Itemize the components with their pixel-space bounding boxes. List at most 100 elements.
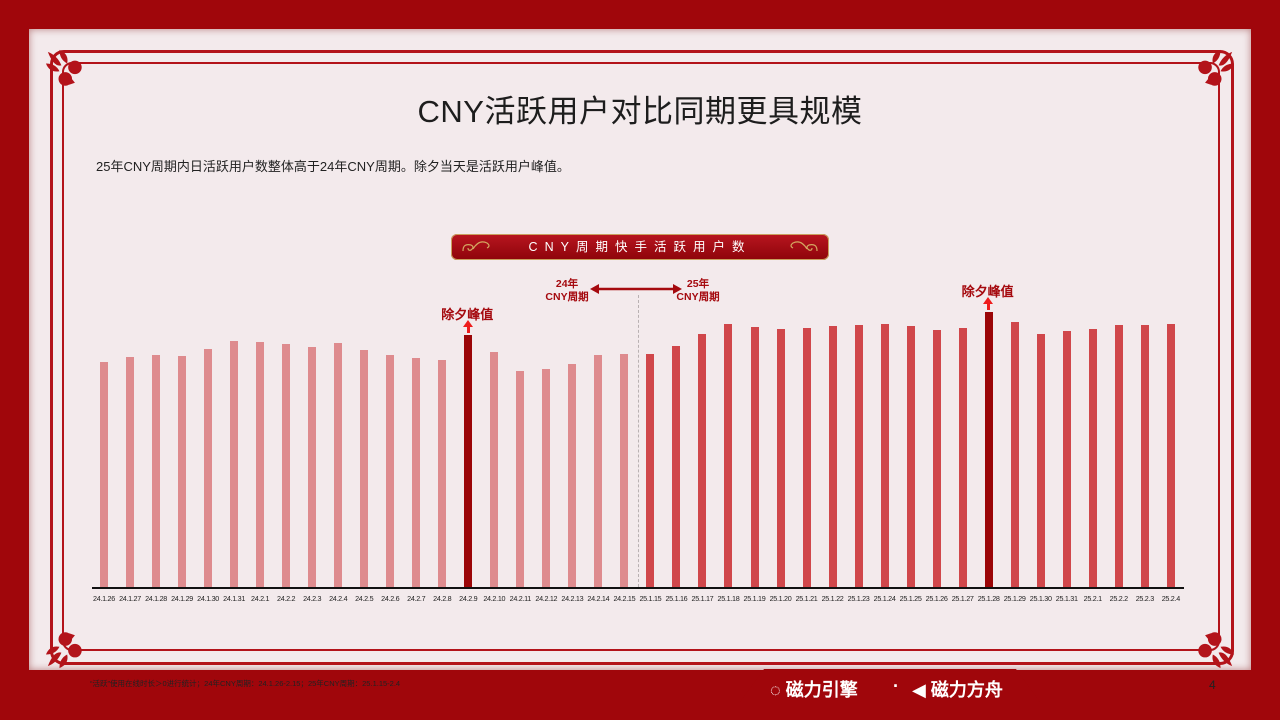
bar-24.2.8 — [438, 360, 447, 587]
x-axis-line — [92, 587, 1184, 589]
x-tick-label: 24.2.6 — [381, 594, 400, 603]
x-tick-label: 24.2.11 — [509, 594, 532, 603]
x-tick-label: 25.1.17 — [691, 594, 714, 603]
x-tick-label: 24.2.9 — [459, 594, 478, 603]
bar-24.1.26 — [100, 362, 108, 587]
bar-25.1.28 — [984, 312, 993, 587]
x-tick-label: 24.2.7 — [407, 594, 426, 603]
bar-24.2.4 — [334, 343, 343, 587]
x-tick-label: 24.2.14 — [587, 594, 610, 603]
x-tick-label: 25.1.20 — [769, 594, 792, 603]
corner-ornament-icon — [45, 632, 82, 669]
x-tick-label: 25.2.3 — [1135, 594, 1154, 603]
bar-24.2.14 — [594, 355, 603, 587]
bar-25.2.4 — [1166, 324, 1175, 587]
bar-25.1.19 — [750, 327, 759, 587]
bar-24.2.2 — [282, 344, 291, 587]
logo-cili-engine: ◌ 磁力引擎 — [770, 676, 858, 702]
bar-25.1.20 — [776, 329, 785, 587]
peak-arrow-icon — [983, 297, 994, 310]
swirl-ornament-icon — [790, 241, 818, 252]
corner-ornament-icon — [1198, 632, 1235, 669]
page-title: CNY活跃用户对比同期更具规模 — [417, 94, 863, 129]
x-tick-label: 24.2.10 — [483, 594, 506, 603]
x-tick-label: 24.1.30 — [197, 594, 220, 603]
logo-right-text: 磁力方舟 — [930, 680, 1003, 700]
bar-25.1.24 — [880, 324, 889, 587]
bar-24.2.9 — [464, 335, 473, 587]
x-tick-label: 24.1.29 — [171, 594, 193, 603]
bar-25.2.1 — [1088, 329, 1097, 587]
x-tick-label: 25.1.30 — [1029, 594, 1052, 603]
bar-25.1.26 — [932, 330, 941, 587]
x-tick-label: 25.1.18 — [717, 594, 740, 603]
cycle-2024-year: 24年 — [555, 278, 579, 290]
x-tick-label: 24.1.26 — [93, 594, 115, 603]
x-tick-label: 24.2.1 — [251, 594, 270, 603]
x-tick-label: 25.1.29 — [1003, 594, 1026, 603]
cycle-2025-label: 25年 CNY周期 — [671, 278, 725, 304]
decorative-frame-inner — [62, 62, 1220, 651]
bar-24.2.7 — [412, 358, 421, 587]
x-tick-label: 25.1.22 — [821, 594, 844, 603]
corner-ornament-icon — [1198, 49, 1235, 86]
x-tick-label: 25.1.26 — [925, 594, 948, 603]
peak-label: 除夕峰值 — [441, 307, 494, 322]
bar-25.2.3 — [1140, 325, 1149, 587]
x-tick-label: 25.1.24 — [873, 594, 896, 603]
x-tick-label: 25.2.2 — [1109, 594, 1128, 603]
x-tick-label: 25.1.27 — [951, 594, 974, 603]
x-tick-label: 25.1.21 — [795, 594, 818, 603]
bar-25.1.22 — [828, 326, 837, 587]
bar-24.2.1 — [256, 342, 265, 587]
x-tick-label: 25.1.31 — [1055, 594, 1078, 603]
bar-24.1.27 — [126, 357, 135, 587]
x-tick-label: 24.1.31 — [223, 594, 246, 603]
x-tick-label: 24.2.4 — [329, 594, 348, 603]
x-tick-label: 24.1.28 — [145, 594, 167, 603]
cycle-2024-label: 24年 CNY周期 — [540, 278, 594, 304]
double-arrow-icon — [590, 284, 682, 294]
cili-fangzhou-icon: ◀ — [912, 680, 926, 700]
bar-25.1.27 — [958, 328, 967, 587]
x-tick-label: 24.2.12 — [535, 594, 558, 603]
chart-title-banner: CNY周期快手活跃用户数 — [451, 234, 829, 260]
x-tick-label: 24.2.3 — [303, 594, 322, 603]
bar-24.2.13 — [568, 364, 577, 587]
x-tick-label: 25.2.1 — [1083, 594, 1102, 603]
bar-25.1.23 — [854, 325, 863, 587]
cycle-2025-year: 25年 — [686, 278, 710, 290]
bar-24.2.3 — [308, 347, 317, 587]
logo-left-text: 磁力引擎 — [785, 680, 858, 700]
cycle-divider — [638, 295, 639, 587]
bar-24.1.30 — [204, 349, 213, 587]
bar-25.1.15 — [646, 354, 655, 587]
bar-25.1.25 — [906, 326, 915, 587]
x-tick-label: 25.1.16 — [665, 594, 688, 603]
bar-24.1.29 — [178, 356, 187, 587]
bar-24.1.28 — [152, 355, 161, 587]
bar-24.1.31 — [230, 341, 239, 587]
bar-24.2.15 — [620, 354, 629, 587]
page-subtitle: 25年CNY周期内日活跃用户数整体高于24年CNY周期。除夕当天是活跃用户峰值。 — [96, 159, 570, 174]
x-tick-label: 25.1.28 — [977, 594, 1000, 603]
swirl-ornament-icon — [462, 241, 490, 252]
x-tick-label: 24.2.15 — [613, 594, 636, 603]
peak-label: 除夕峰值 — [961, 284, 1014, 299]
bar-25.1.21 — [802, 328, 811, 587]
bar-25.1.17 — [698, 334, 707, 587]
x-tick-label: 25.1.15 — [639, 594, 662, 603]
cili-engine-icon: ◌ — [770, 680, 781, 700]
logo-separator: · — [893, 676, 899, 696]
bar-25.1.30 — [1036, 334, 1045, 587]
bar-25.1.31 — [1062, 331, 1071, 587]
x-tick-label: 25.1.23 — [847, 594, 870, 603]
x-tick-label: 24.2.5 — [355, 594, 374, 603]
footnote: “活跃”使用在线时长＞0进行统计；24年CNY周期：24.1.26-2.15；2… — [90, 679, 401, 688]
bar-24.2.10 — [490, 352, 499, 587]
logo-cili-fangzhou: ◀ 磁力方舟 — [912, 676, 1003, 702]
peak-arrow-icon — [462, 320, 473, 333]
bar-25.1.16 — [672, 346, 681, 587]
x-tick-label: 25.1.25 — [899, 594, 922, 603]
bar-24.2.12 — [542, 369, 551, 587]
